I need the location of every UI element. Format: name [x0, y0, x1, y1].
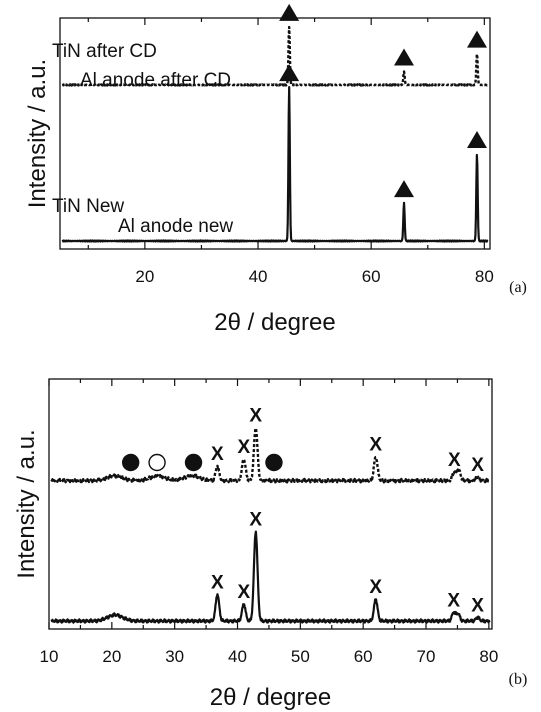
panel-a-panel-letter: (a) — [509, 279, 527, 296]
panel-b-panel-letter: (b) — [509, 671, 528, 688]
panel-b-tick-label: 30 — [165, 647, 184, 666]
panel-b-tick-label: 10 — [40, 647, 59, 666]
panel-a-al-anode: 20 40 60 80 2θ / degree Intensity / a.u. (a) Al… — [24, 3, 527, 336]
panel-a-tick-label: 80 — [475, 267, 494, 286]
panel-b-tick-label: 60 — [354, 647, 373, 666]
panel-a-tick-label: 20 — [135, 267, 154, 286]
panel-b-series-after-cd-line — [50, 426, 491, 484]
panel-a-y-axis-title: Intensity / a.u. — [24, 59, 51, 208]
panel-b-open-circle-marker — [148, 453, 166, 472]
panel-a-series-after-cd-line — [61, 25, 489, 87]
panel-a-series-label: Al anode new — [118, 216, 233, 237]
panel-b-filled-circle-marker — [184, 453, 203, 472]
panel-b-tick-label: 80 — [479, 647, 498, 666]
panel-a-x-axis-title: 2θ / degree — [214, 309, 335, 336]
panel-b-tick-label: 70 — [417, 647, 436, 666]
panel-b-x-marker: X — [471, 595, 484, 616]
panel-b-x-marker: X — [471, 455, 484, 476]
panel-b-series-label: TiN New — [52, 196, 124, 217]
panel-b-tick-label: 40 — [228, 647, 247, 666]
panel-b-y-axis-title: Intensity / a.u. — [13, 429, 40, 578]
panel-b-tick-label: 50 — [291, 647, 310, 666]
panel-b-x-marker: X — [237, 582, 250, 603]
panel-b-x-marker: X — [447, 591, 460, 612]
panel-a-triangle-marker — [279, 64, 300, 82]
panel-b-filled-circle-marker — [265, 453, 283, 472]
panel-b-x-marker: X — [211, 572, 224, 593]
panel-b-tin: 10 20 30 40 50 60 70 80 2θ / degree Intensity / a… — [13, 41, 527, 711]
panel-b-x-marker: X — [237, 437, 250, 458]
panel-b-x-marker: X — [249, 405, 262, 426]
panel-b-tick-label: 20 — [102, 647, 121, 666]
panel-a-series-new-line — [61, 86, 489, 243]
panel-a-tick-label: 40 — [249, 267, 268, 286]
panel-b-x-marker: X — [249, 509, 262, 530]
panel-a-plot-frame — [59, 17, 491, 250]
panel-a-tick-label: 60 — [362, 267, 381, 286]
panel-b-filled-circle-marker — [121, 453, 140, 472]
panel-a-series-label: Al anode after CD — [80, 70, 231, 91]
panel-b-x-axis-title: 2θ / degree — [210, 684, 331, 711]
panel-b-x-marker: X — [211, 444, 224, 465]
panel-a-triangle-marker — [279, 3, 300, 21]
panel-b-x-marker: X — [448, 450, 461, 471]
panel-b-series-new-line — [50, 530, 491, 624]
panel-b-x-marker: X — [369, 577, 382, 598]
panel-b-plot-frame — [48, 378, 493, 630]
panel-a-triangle-marker — [394, 48, 414, 66]
panel-b-series-label: TiN after CD — [52, 41, 157, 62]
panel-b-x-marker: X — [369, 434, 382, 455]
panel-a-triangle-marker — [466, 30, 487, 48]
panel-a-triangle-marker — [466, 131, 487, 149]
panel-a-triangle-marker — [394, 180, 414, 198]
